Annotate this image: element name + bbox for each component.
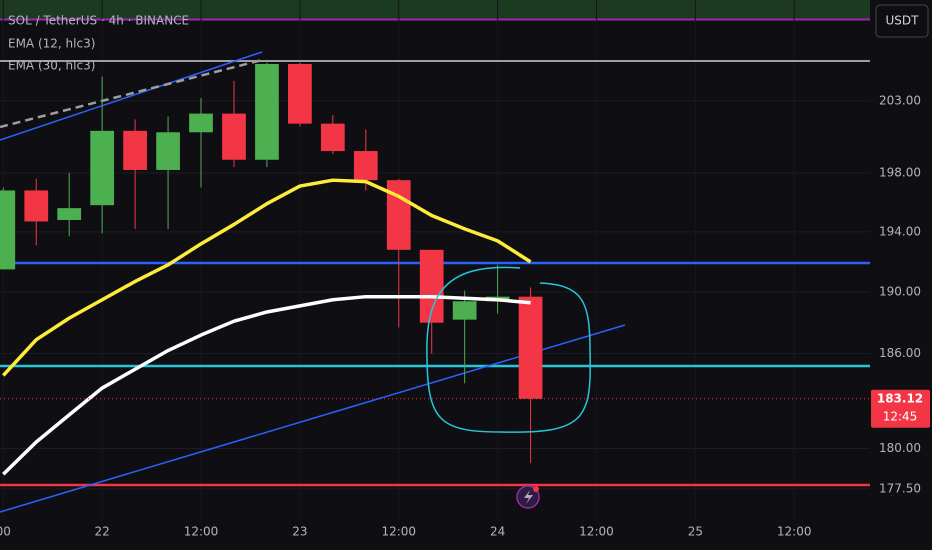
- bolt-icon: [524, 490, 533, 504]
- ema-line: [2, 294, 531, 476]
- x-tick-label: 00: [0, 525, 11, 539]
- candle-body: [288, 63, 312, 124]
- trend-line: [0, 51, 263, 141]
- candle-body: [90, 130, 115, 206]
- candle-body: [24, 190, 49, 222]
- x-tick-label: 25: [688, 525, 703, 539]
- x-tick-label: 22: [95, 525, 110, 539]
- candle-body: [57, 208, 82, 220]
- x-tick-label: 12:00: [777, 525, 812, 539]
- currency-label: USDT: [886, 14, 920, 28]
- candle-body: [0, 190, 16, 270]
- candle-body: [452, 301, 477, 320]
- y-tick-label: 203.00: [879, 93, 921, 107]
- candle-body: [189, 113, 213, 133]
- y-tick-label: 186.00: [879, 346, 921, 360]
- plot: [0, 62, 543, 476]
- candle-body: [518, 296, 543, 399]
- x-tick-label: 23: [292, 525, 307, 539]
- drawing-circle: [426, 266, 592, 433]
- y-tick-label: 177.50: [879, 481, 921, 495]
- x-tick-label: 12:00: [184, 525, 219, 539]
- legend-entry[interactable]: EMA (12, hlc3): [8, 37, 95, 51]
- chart-title: SOL / TetherUS · 4h · BINANCE: [8, 14, 189, 28]
- dashed-trend: [0, 58, 263, 129]
- candle-body: [123, 130, 147, 170]
- legend-entry[interactable]: EMA (30, hlc3): [8, 59, 95, 73]
- candle-body: [222, 113, 246, 160]
- ema-line: [2, 178, 532, 377]
- y-tick-label: 190.00: [879, 285, 921, 299]
- candle-body: [386, 180, 411, 250]
- countdown-label: 12:45: [883, 409, 918, 423]
- candle-body: [320, 123, 345, 152]
- candle-body: [255, 63, 279, 160]
- zone-band: [0, 0, 870, 19]
- x-tick-label: 12:00: [381, 525, 416, 539]
- candle-body: [419, 249, 444, 323]
- event-dot: [533, 486, 539, 492]
- last-price-box: [871, 389, 930, 428]
- last-price-label: 183.12: [877, 391, 923, 405]
- currency-button[interactable]: [875, 4, 929, 38]
- candle-body: [353, 151, 378, 181]
- x-tick-label: 12:00: [579, 525, 614, 539]
- y-tick-label: 198.00: [879, 165, 921, 179]
- y-tick-label: 194.00: [879, 224, 921, 238]
- candle-body: [156, 132, 180, 170]
- y-tick-label: 180.00: [879, 441, 921, 455]
- x-tick-label: 24: [490, 525, 505, 539]
